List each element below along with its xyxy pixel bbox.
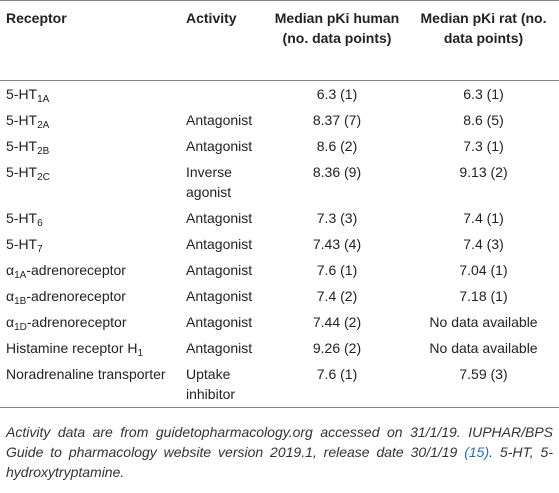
pki-cell: 6.3 (1) (316, 86, 358, 102)
activity-cell: Antagonist (186, 112, 253, 128)
receptor-subscript: 1D (14, 322, 27, 333)
receptor-cell: Histamine receptor H1 (0, 335, 180, 361)
empty-cell (180, 81, 266, 108)
activity-cell: Antagonist (186, 138, 253, 154)
receptor-suffix: -adrenoreceptor (26, 288, 126, 304)
pki-cell: 8.6 (5) (463, 112, 504, 128)
receptor-name: α (6, 262, 15, 278)
receptor-subscript: 2A (37, 120, 50, 131)
receptor-subscript: 1A (14, 270, 27, 281)
pki-cell: 8.37 (7) (312, 112, 362, 128)
pki-cell: 9.13 (2) (459, 164, 508, 180)
pki-cell: 7.3 (3) (316, 210, 358, 226)
activity-cell: Antagonist (186, 314, 253, 330)
activity-cell: Inverse agonist (186, 164, 232, 200)
header-cell: Median pKi rat (no. data points) (408, 0, 559, 81)
table-row: 5-HT2A Antagonist 8.37 (7) 8.6 (5) (0, 107, 559, 133)
receptor-subscript: 2C (37, 172, 50, 183)
activity-cell: Antagonist (186, 210, 253, 226)
table-row: 5-HT6 Antagonist 7.3 (3) 7.4 (1) (0, 205, 559, 231)
header-row: Receptor Activity Median pKi human (no. … (0, 0, 559, 81)
pki-cell: No data available (429, 314, 538, 330)
activity-cell: Antagonist (186, 236, 253, 252)
activity-cell: Antagonist (186, 340, 253, 356)
table-row: α1A-adrenoreceptor Antagonist 7.6 (1) 7.04 … (0, 257, 559, 283)
pki-cell: 7.4 (3) (463, 236, 504, 252)
pki-cell: 8.6 (2) (316, 138, 358, 154)
table-row: 5-HT2C Inverse agonist 8.36 (9) 9.13 (2) (0, 159, 559, 205)
pki-cell: 7.18 (1) (459, 288, 508, 304)
pki-cell: 9.26 (2) (312, 340, 362, 356)
receptor-subscript: 6 (37, 218, 43, 229)
receptor-suffix: -adrenoreceptor (26, 314, 127, 330)
footnote-text: . 5-HT, 5-hydroxytryptamine. (6, 444, 553, 480)
receptor-name: 5-HT (6, 86, 38, 102)
receptor-subscript: 1A (37, 94, 50, 105)
header-cell: Activity (180, 0, 266, 81)
receptor-cell: 5-HT2A (0, 107, 180, 133)
pki-cell: 7.3 (1) (463, 138, 504, 154)
receptor-cell: 5-HT1A (0, 81, 180, 108)
receptor-name: 5-HT (6, 236, 38, 252)
receptor-cell: 5-HT7 (0, 231, 180, 257)
pki-cell: 7.43 (4) (312, 236, 362, 252)
data-table: Receptor Activity Median pKi human (no. … (0, 0, 559, 408)
pki-cell: 6.3 (1) (463, 86, 504, 102)
table-row: 5-HT7 Antagonist 7.43 (4) 7.4 (3) (0, 231, 559, 257)
pki-cell: 7.59 (3) (459, 366, 508, 382)
receptor-name: Noradrenaline transporter (6, 366, 166, 382)
receptor-name: Histamine receptor H (6, 340, 138, 356)
header-cell: Receptor (0, 0, 180, 81)
receptor-name: α (6, 314, 15, 330)
receptor-subscript: 2B (37, 146, 50, 157)
receptor-cell: α1A-adrenoreceptor (0, 257, 180, 283)
table-row: Histamine receptor H1 Antagonist 9.26 (2) N… (0, 335, 559, 361)
receptor-name: 5-HT (6, 138, 38, 154)
receptor-subscript: 1B (14, 296, 27, 307)
activity-cell: Antagonist (186, 288, 253, 304)
activity-cell: Antagonist (186, 262, 253, 278)
receptor-cell: α1D-adrenoreceptor (0, 309, 180, 335)
pki-cell: 7.4 (1) (463, 210, 504, 226)
table-row: α1B-adrenoreceptor Antagonist 7.4 (2) 7.18 … (0, 283, 559, 309)
receptor-cell: 5-HT2C (0, 159, 180, 205)
pki-cell: 7.04 (1) (459, 262, 508, 278)
receptor-name: 5-HT (6, 112, 38, 128)
footnote: Activity data are from guidetopharmacolo… (0, 408, 559, 482)
receptor-name: 5-HT (6, 164, 38, 180)
receptor-cell: α1B-adrenoreceptor (0, 283, 180, 309)
receptor-subscript: 7 (37, 244, 43, 255)
receptor-cell: 5-HT6 (0, 205, 180, 231)
pki-cell: 7.6 (1) (316, 262, 358, 278)
reference-link[interactable]: (15) (464, 444, 490, 460)
pki-cell: 7.4 (2) (316, 288, 358, 304)
pki-cell: No data available (429, 340, 538, 356)
receptor-subscript: 1 (137, 348, 144, 359)
receptor-name: α (6, 288, 15, 304)
table-row: Noradrenaline transporter Uptake inhibito… (0, 361, 559, 408)
receptor-name: 5-HT (6, 210, 38, 226)
footnote-text: Activity data are from guidetopharmacolo… (6, 424, 553, 460)
pki-cell: 7.44 (2) (312, 314, 362, 330)
table-row: 5-HT1A 6.3 (1) 6.3 (1) (0, 81, 559, 108)
header-cell: Median pKi human (no. data points) (266, 0, 408, 81)
receptor-cell: Noradrenaline transporter (0, 361, 180, 408)
table-row: 5-HT2B Antagonist 8.6 (2) 7.3 (1) (0, 133, 559, 159)
pki-cell: 7.6 (1) (316, 366, 358, 382)
receptor-cell: 5-HT2B (0, 133, 180, 159)
receptor-suffix: -adrenoreceptor (26, 262, 126, 278)
table-row: α1D-adrenoreceptor Antagonist 7.44 (2) No d… (0, 309, 559, 335)
activity-cell: Uptake inhibitor (186, 366, 236, 402)
pki-cell: 8.36 (9) (312, 164, 362, 180)
